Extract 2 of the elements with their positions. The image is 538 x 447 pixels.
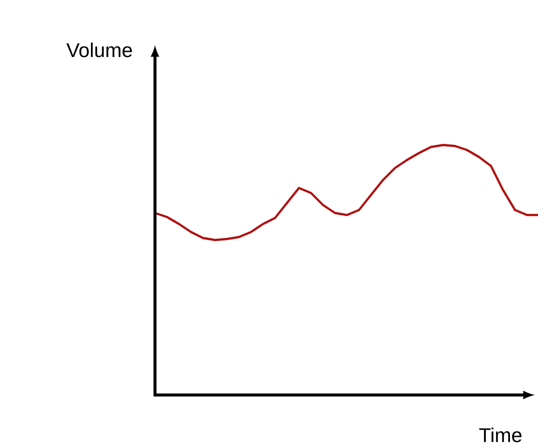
x-axis-title: Time xyxy=(479,428,522,442)
y-axis-title: Volume xyxy=(66,42,132,58)
